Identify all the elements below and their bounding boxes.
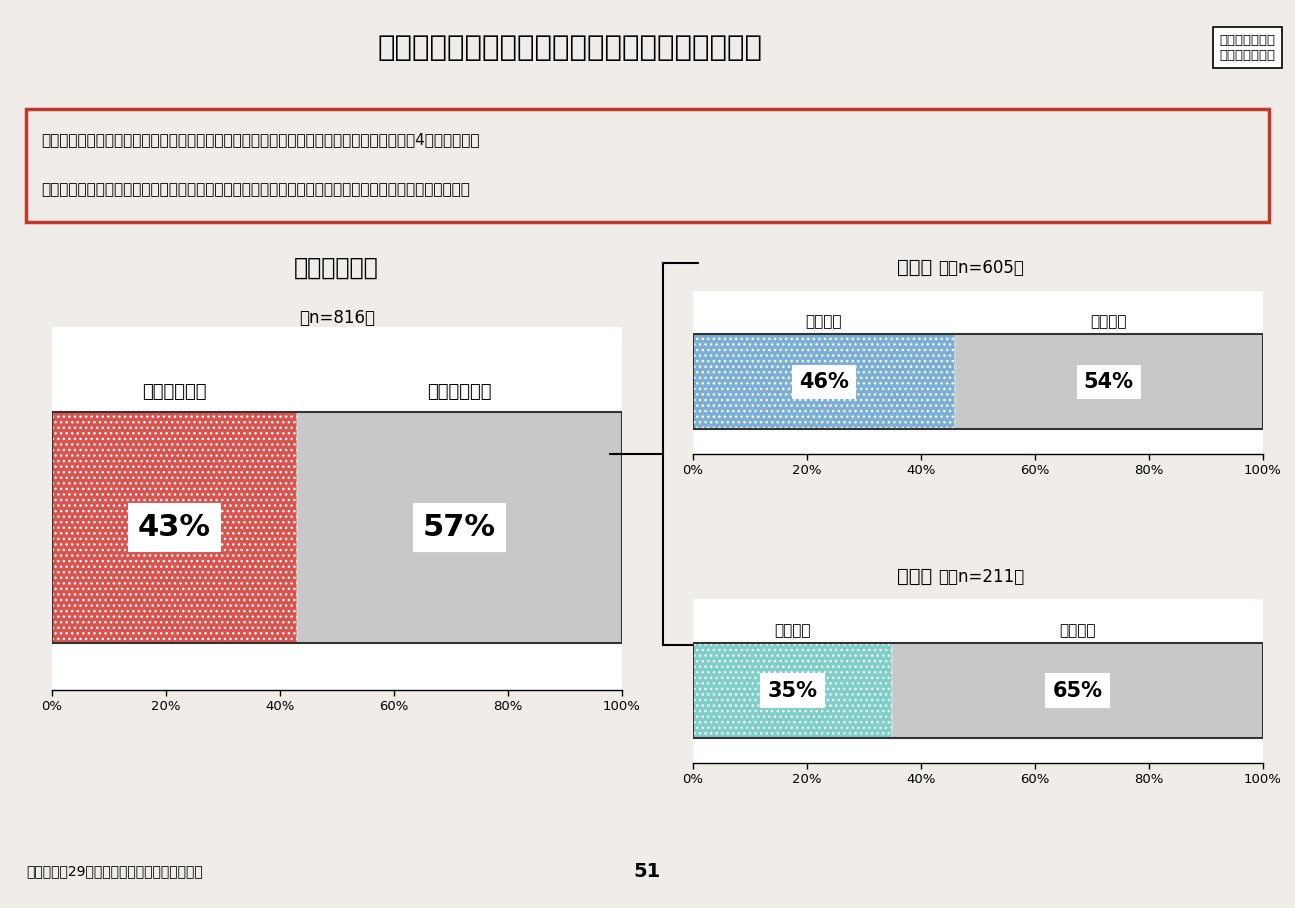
Text: 〇　対応方針を定めている病棟は、療養１の病棟の方が、療養２の病棟に比べ、やや多い傾向にあった。: 〇 対応方針を定めている病棟は、療養１の病棟の方が、療養２の病棟に比べ、やや多い… [41,182,470,197]
Text: 〇　療養病棟のうち、看取りの患者に対する対応方針を定めている病棟の割合は、全体の約4割であった。: 〇 療養病棟のうち、看取りの患者に対する対応方針を定めている病棟の割合は、全体の… [41,132,479,147]
Bar [52,412,622,643]
Text: 65%: 65% [1053,680,1102,701]
Bar [693,334,954,429]
Text: （n=816）: （n=816） [299,309,374,327]
Bar [892,643,1263,738]
Bar [693,643,1263,738]
Text: 35%: 35% [768,680,817,701]
Text: 診調組　入－１
２９．１０．５: 診調組 入－１ ２９．１０．５ [1220,34,1276,62]
Text: 46%: 46% [799,371,848,392]
Bar [52,412,297,643]
Text: 方針あり: 方針あり [805,314,842,330]
Text: 54%: 54% [1084,371,1134,392]
Bar [954,334,1263,429]
Bar [693,643,892,738]
Text: 57%: 57% [422,513,496,542]
Text: 出典：平成29年入院医療等の調査（病棟票）: 出典：平成29年入院医療等の調査（病棟票） [26,864,202,879]
Text: 療養１: 療養１ [897,259,932,277]
Text: 看取り患者に対する対応方針の有無（療養病棟）: 看取り患者に対する対応方針の有無（療養病棟） [377,34,763,62]
Text: 方針なし: 方針なし [1059,623,1096,638]
Text: 療養病棟全体: 療養病棟全体 [294,256,379,280]
Text: 方針なし: 方針なし [1090,314,1127,330]
Bar [297,412,622,643]
Text: （n=211）: （n=211） [938,568,1024,586]
Text: 対応方針あり: 対応方針あり [142,383,207,401]
Text: 対応方針なし: 対応方針なし [427,383,492,401]
Bar [693,334,1263,429]
Text: 51: 51 [633,863,662,881]
Text: 方針あり: 方針あり [774,623,811,638]
Text: 43%: 43% [137,513,211,542]
Text: 療養２: 療養２ [897,568,932,586]
Text: （n=605）: （n=605） [938,259,1024,277]
